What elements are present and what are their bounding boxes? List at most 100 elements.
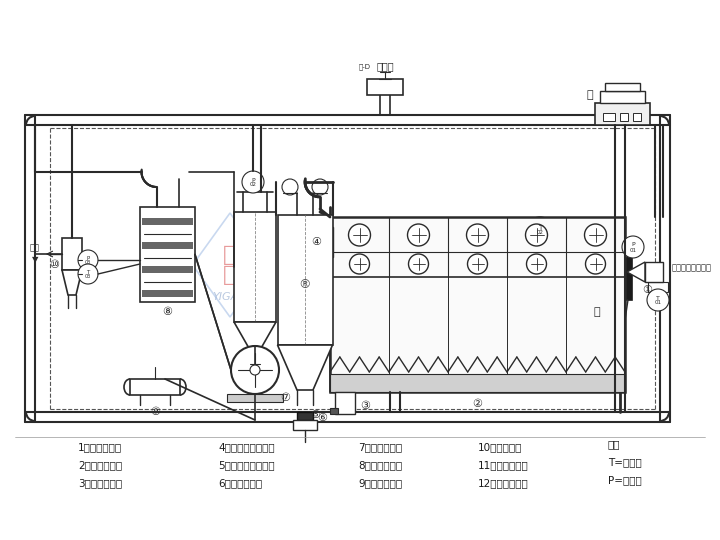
Text: P: P bbox=[251, 178, 255, 183]
Text: 02: 02 bbox=[250, 183, 256, 187]
Text: 01: 01 bbox=[629, 247, 636, 253]
Circle shape bbox=[527, 217, 553, 243]
Text: 2、沩腾床主机: 2、沩腾床主机 bbox=[78, 460, 122, 470]
Bar bbox=[620, 113, 628, 121]
Circle shape bbox=[647, 289, 669, 311]
Text: ①: ① bbox=[642, 285, 652, 295]
Circle shape bbox=[231, 346, 279, 394]
Text: 注：: 注： bbox=[608, 439, 621, 449]
Text: 9、溶媒回收罐: 9、溶媒回收罐 bbox=[358, 478, 402, 488]
Text: 1、密闭进料器: 1、密闭进料器 bbox=[78, 442, 122, 452]
Text: ⑨: ⑨ bbox=[150, 407, 160, 417]
Polygon shape bbox=[627, 262, 645, 282]
Bar bbox=[327, 227, 333, 257]
Circle shape bbox=[585, 254, 606, 274]
Bar bbox=[603, 113, 615, 121]
Circle shape bbox=[653, 263, 663, 273]
Text: 03: 03 bbox=[85, 260, 91, 266]
Bar bbox=[142, 242, 193, 249]
Polygon shape bbox=[612, 255, 628, 275]
Circle shape bbox=[349, 254, 369, 274]
Text: P=测压点: P=测压点 bbox=[608, 475, 642, 485]
Bar bbox=[633, 113, 641, 121]
Bar bbox=[648, 282, 668, 292]
Text: 5、二级布袋除尘器: 5、二级布袋除尘器 bbox=[218, 460, 274, 470]
Text: 氮气阀: 氮气阀 bbox=[376, 61, 394, 71]
Circle shape bbox=[622, 236, 644, 258]
Polygon shape bbox=[62, 270, 82, 295]
Text: ③: ③ bbox=[360, 401, 370, 411]
Bar bbox=[330, 217, 625, 392]
Bar bbox=[140, 207, 195, 302]
Circle shape bbox=[408, 224, 430, 246]
Bar bbox=[142, 266, 193, 273]
Bar bbox=[330, 408, 338, 414]
Bar bbox=[142, 218, 193, 225]
Bar bbox=[277, 215, 333, 345]
Text: 氤-D: 氤-D bbox=[359, 64, 371, 70]
Text: T: T bbox=[86, 269, 89, 274]
Bar bbox=[293, 420, 317, 430]
Bar bbox=[297, 412, 313, 420]
Text: 11、密闭送风机: 11、密闭送风机 bbox=[478, 460, 528, 470]
Text: www.yigan.com.cn: www.yigan.com.cn bbox=[344, 285, 436, 295]
Bar bbox=[367, 79, 403, 95]
Text: 6、密闭出料阀: 6、密闭出料阀 bbox=[218, 478, 262, 488]
Text: ▼: ▼ bbox=[32, 255, 38, 265]
Circle shape bbox=[282, 179, 298, 195]
Text: 7、密闭引风机: 7、密闭引风机 bbox=[358, 442, 402, 452]
Text: ⑥: ⑥ bbox=[317, 413, 327, 423]
Bar bbox=[645, 262, 663, 282]
Text: 02: 02 bbox=[536, 231, 544, 235]
Circle shape bbox=[348, 224, 371, 246]
Text: 10、二级洲器: 10、二级洲器 bbox=[478, 442, 523, 452]
Text: ⑪: ⑪ bbox=[586, 90, 593, 100]
Circle shape bbox=[78, 264, 98, 284]
Bar bbox=[605, 83, 640, 91]
Circle shape bbox=[526, 254, 546, 274]
Bar bbox=[130, 379, 180, 395]
Circle shape bbox=[467, 254, 487, 274]
Circle shape bbox=[312, 179, 328, 195]
Text: ④: ④ bbox=[311, 237, 321, 247]
Text: P: P bbox=[631, 242, 635, 247]
Text: 排空: 排空 bbox=[30, 244, 40, 253]
Text: 氧浓度在线检测仪: 氧浓度在线检测仪 bbox=[672, 264, 712, 273]
Circle shape bbox=[250, 365, 260, 375]
Text: ⑩: ⑩ bbox=[49, 260, 59, 270]
Text: T: T bbox=[538, 225, 542, 231]
Circle shape bbox=[242, 171, 264, 193]
Text: ⑤: ⑤ bbox=[310, 410, 320, 420]
Text: ⑦: ⑦ bbox=[280, 393, 290, 403]
Bar bbox=[600, 91, 645, 103]
Circle shape bbox=[526, 224, 547, 246]
Text: 逸: 逸 bbox=[223, 245, 237, 265]
Text: 03: 03 bbox=[85, 274, 91, 280]
Bar bbox=[595, 103, 650, 125]
Text: ⑫: ⑫ bbox=[593, 307, 600, 317]
Text: ②: ② bbox=[472, 399, 482, 409]
Circle shape bbox=[585, 224, 606, 246]
Text: ⑧: ⑧ bbox=[163, 307, 173, 317]
Bar bbox=[608, 258, 632, 300]
Text: P: P bbox=[86, 255, 89, 260]
Text: T: T bbox=[656, 295, 660, 300]
Circle shape bbox=[467, 224, 488, 246]
Bar bbox=[142, 290, 193, 297]
Text: 3、密闭出料器: 3、密闭出料器 bbox=[78, 478, 122, 488]
Text: 01: 01 bbox=[654, 300, 662, 306]
Bar bbox=[335, 392, 355, 414]
Text: 4、一级布袋除尘器: 4、一级布袋除尘器 bbox=[218, 442, 274, 452]
Bar bbox=[330, 374, 625, 392]
Polygon shape bbox=[612, 300, 628, 320]
Circle shape bbox=[408, 254, 428, 274]
Text: T=测温点: T=测温点 bbox=[608, 457, 642, 467]
Circle shape bbox=[78, 250, 98, 270]
Text: 12、密闭加热器: 12、密闭加热器 bbox=[478, 478, 528, 488]
Bar bbox=[234, 212, 276, 322]
Text: YIGAN: YIGAN bbox=[212, 292, 247, 302]
Polygon shape bbox=[234, 322, 276, 350]
Text: ®: ® bbox=[299, 279, 311, 292]
Text: 干: 干 bbox=[223, 265, 237, 285]
Text: 8、多级冷凝器: 8、多级冷凝器 bbox=[358, 460, 402, 470]
